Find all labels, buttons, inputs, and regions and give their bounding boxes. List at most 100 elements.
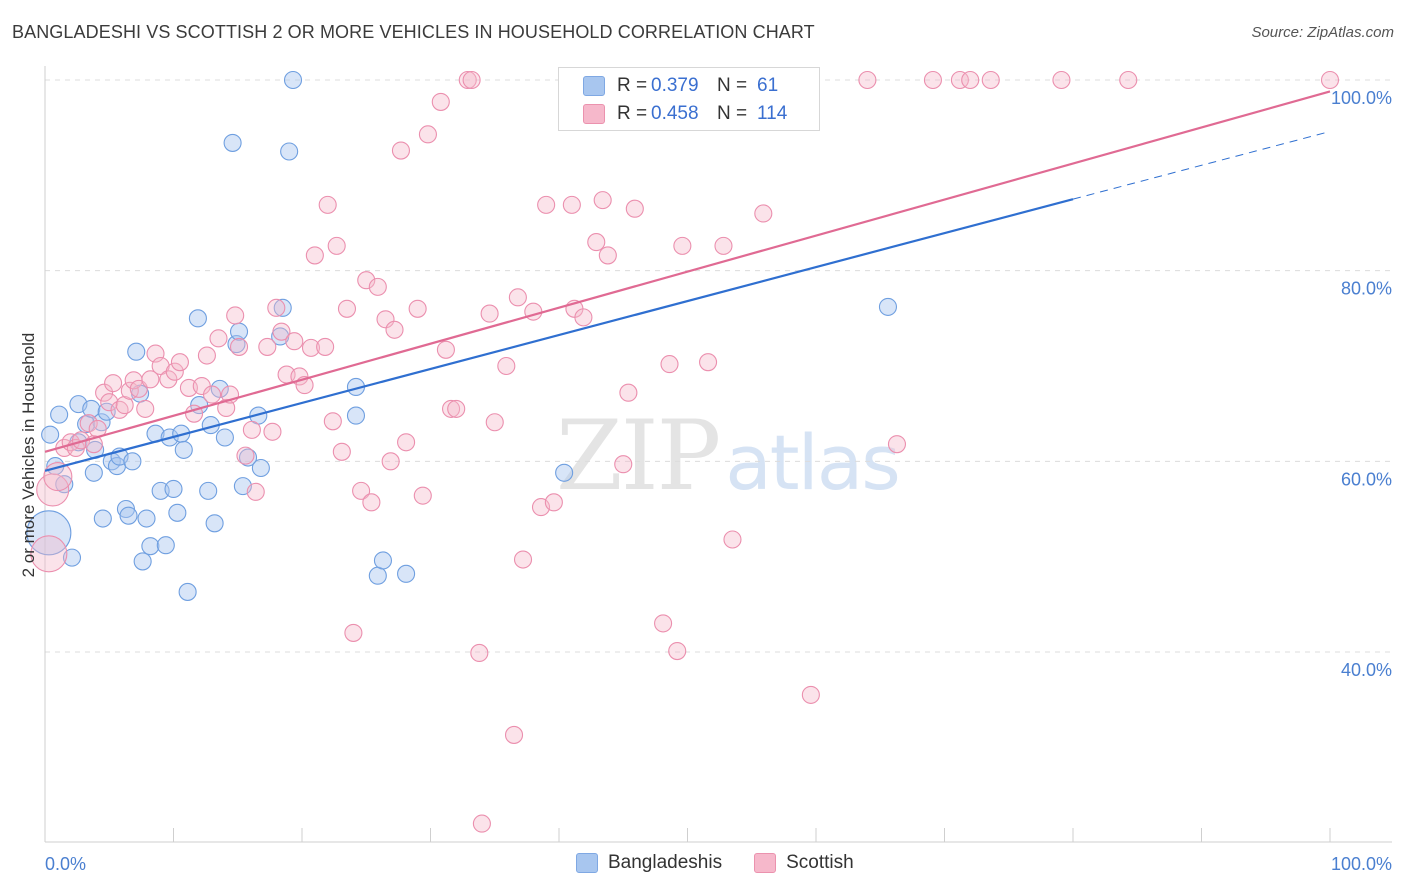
point-scottish [723,530,742,549]
point-scottish [226,306,245,325]
point-scottish [923,70,942,90]
y-tick-label: 80.0% [1341,279,1392,299]
point-bangladeshi [137,509,156,528]
point-scottish [100,393,119,412]
point-scottish [357,271,376,290]
point-scottish [203,385,222,404]
point-scottish [316,337,335,356]
point-scottish [442,399,461,418]
point-scottish [887,435,907,454]
bottom-legend-label: Scottish [786,852,854,873]
point-scottish [668,641,687,661]
y-tick-label: 100.0% [1331,88,1392,108]
point-scottish [462,70,481,90]
point-scottish [470,643,489,663]
point-scottish [714,236,733,255]
point-scottish [258,337,277,356]
point-bangladeshi [123,452,142,471]
point-scottish [673,236,692,255]
point-bangladeshi [84,463,103,482]
point-scottish [619,383,638,402]
point-scottish [159,370,178,389]
point-scottish [508,288,527,307]
point-scottish [480,304,499,323]
point-scottish [30,535,68,573]
point-bangladeshi [238,448,258,467]
point-scottish [344,623,363,642]
watermark-zip: ZIP [556,400,721,512]
point-scottish [858,70,877,90]
legend-r-value: 0.379 [651,75,699,96]
point-bangladeshi [127,342,146,361]
point-scottish [272,322,291,341]
point-bangladeshi [215,428,234,447]
y-tick-label: 40.0% [1341,660,1392,680]
point-bangladeshi [373,551,393,570]
point-scottish [408,299,427,318]
point-scottish [593,191,612,210]
point-scottish [236,446,255,465]
point-scottish [242,420,261,439]
point-scottish [337,299,357,318]
point-scottish [391,141,410,160]
point-scottish [1119,70,1138,90]
point-scottish [981,70,1000,90]
point-bangladeshi [280,142,299,161]
axes [44,66,1392,843]
point-scottish [323,412,342,431]
x-tick-label: 100.0% [1331,854,1392,874]
trendline-scottish [44,90,1331,453]
point-bangladeshi [164,479,183,499]
point-scottish [754,204,773,223]
point-bangladeshi [156,536,175,555]
point-scottish [574,308,593,327]
point-scottish [413,486,432,505]
point-scottish [352,481,371,500]
point-bangladeshi [368,566,387,585]
point-bangladeshi [199,481,218,500]
point-scottish [217,398,236,417]
point-bangladeshi [397,564,416,583]
point-scottish [397,433,416,452]
point-bangladeshi [346,406,366,425]
bottom-legend-scottish: Scottish [754,852,854,874]
point-scottish [120,381,139,400]
point-bangladeshi [205,514,224,533]
point-scottish [544,493,563,512]
point-bangladeshi [62,548,82,567]
grid-lines [45,79,1392,653]
point-scottish [654,614,673,633]
point-bangladeshi [178,582,197,601]
point-scottish [327,236,346,255]
point-scottish [170,353,189,372]
point-scottish [504,725,524,744]
point-bangladeshi [133,552,152,571]
legend-n-value: 61 [757,75,779,96]
point-bangladeshi [93,509,112,528]
point-scottish [110,400,129,419]
point-bangladeshi [82,399,101,418]
legend-n-value: 114 [757,103,788,124]
data-points [26,70,1340,833]
point-bangladeshi [223,133,242,152]
point-scottish [362,493,381,512]
bottom-legend-swatch-bangladeshis [576,853,598,873]
point-bangladeshi [273,298,292,317]
legend-swatch-scottish [583,104,605,124]
point-scottish [447,399,466,418]
point-scottish [209,329,228,348]
bottom-legend: Bangladeshis Scottish [576,852,886,874]
watermark: ZIPatlas [556,400,901,512]
point-scottish [79,414,98,433]
point-bangladeshi [555,463,574,482]
point-bangladeshi [41,425,60,444]
bottom-legend-swatch-scottish [754,853,777,873]
point-scottish [332,442,351,461]
y-axis-label: 2 or more Vehicles in Household [19,333,38,578]
point-bangladeshi [168,503,187,522]
point-scottish [263,422,282,441]
point-scottish [376,310,395,329]
source-label: Source: ZipAtlas.com [1251,24,1394,41]
point-bangladeshi [283,70,303,90]
